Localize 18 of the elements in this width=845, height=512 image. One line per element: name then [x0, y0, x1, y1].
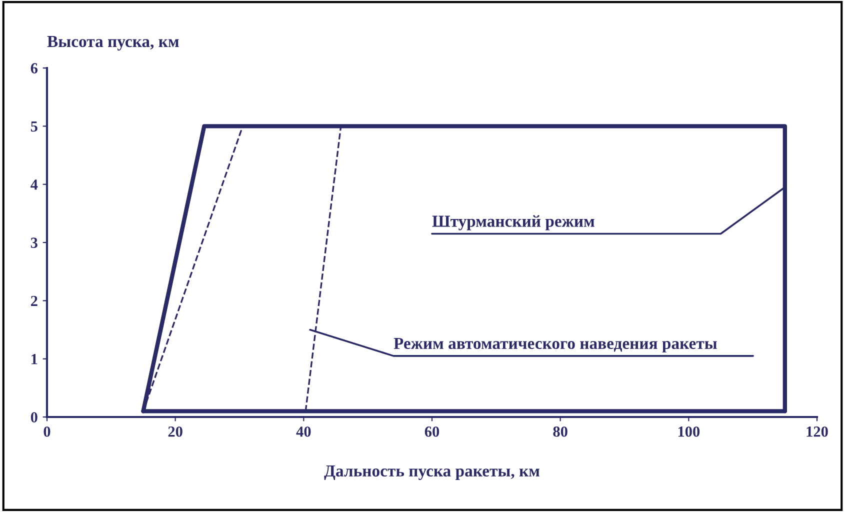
- y-tick-label: 0: [30, 412, 38, 422]
- x-tick-label: 20: [168, 426, 182, 437]
- x-tick-label: 0: [44, 426, 50, 437]
- x-tick-label: 80: [553, 426, 568, 437]
- annotation: Режим автоматического наведения ракеты: [394, 338, 717, 352]
- x-tick-label: 40: [296, 426, 311, 437]
- y-tick-label: 1: [32, 354, 38, 364]
- y-tick-label: 4: [30, 180, 38, 190]
- y-tick-label: 6: [30, 63, 38, 74]
- annotation: Штурманский режим: [432, 215, 594, 230]
- y-tick-label: 5: [30, 121, 38, 132]
- x-tick-label: 60: [424, 426, 440, 437]
- y-axis-title: Высота пуска, км: [47, 36, 179, 51]
- x-tick-label: 100: [678, 426, 700, 437]
- y-tick-label: 3: [30, 238, 38, 248]
- y-tick-label: 2: [30, 296, 38, 306]
- x-tick-label: 120: [806, 426, 828, 437]
- x-axis-title: Дальность пуска ракеты, км: [324, 465, 540, 480]
